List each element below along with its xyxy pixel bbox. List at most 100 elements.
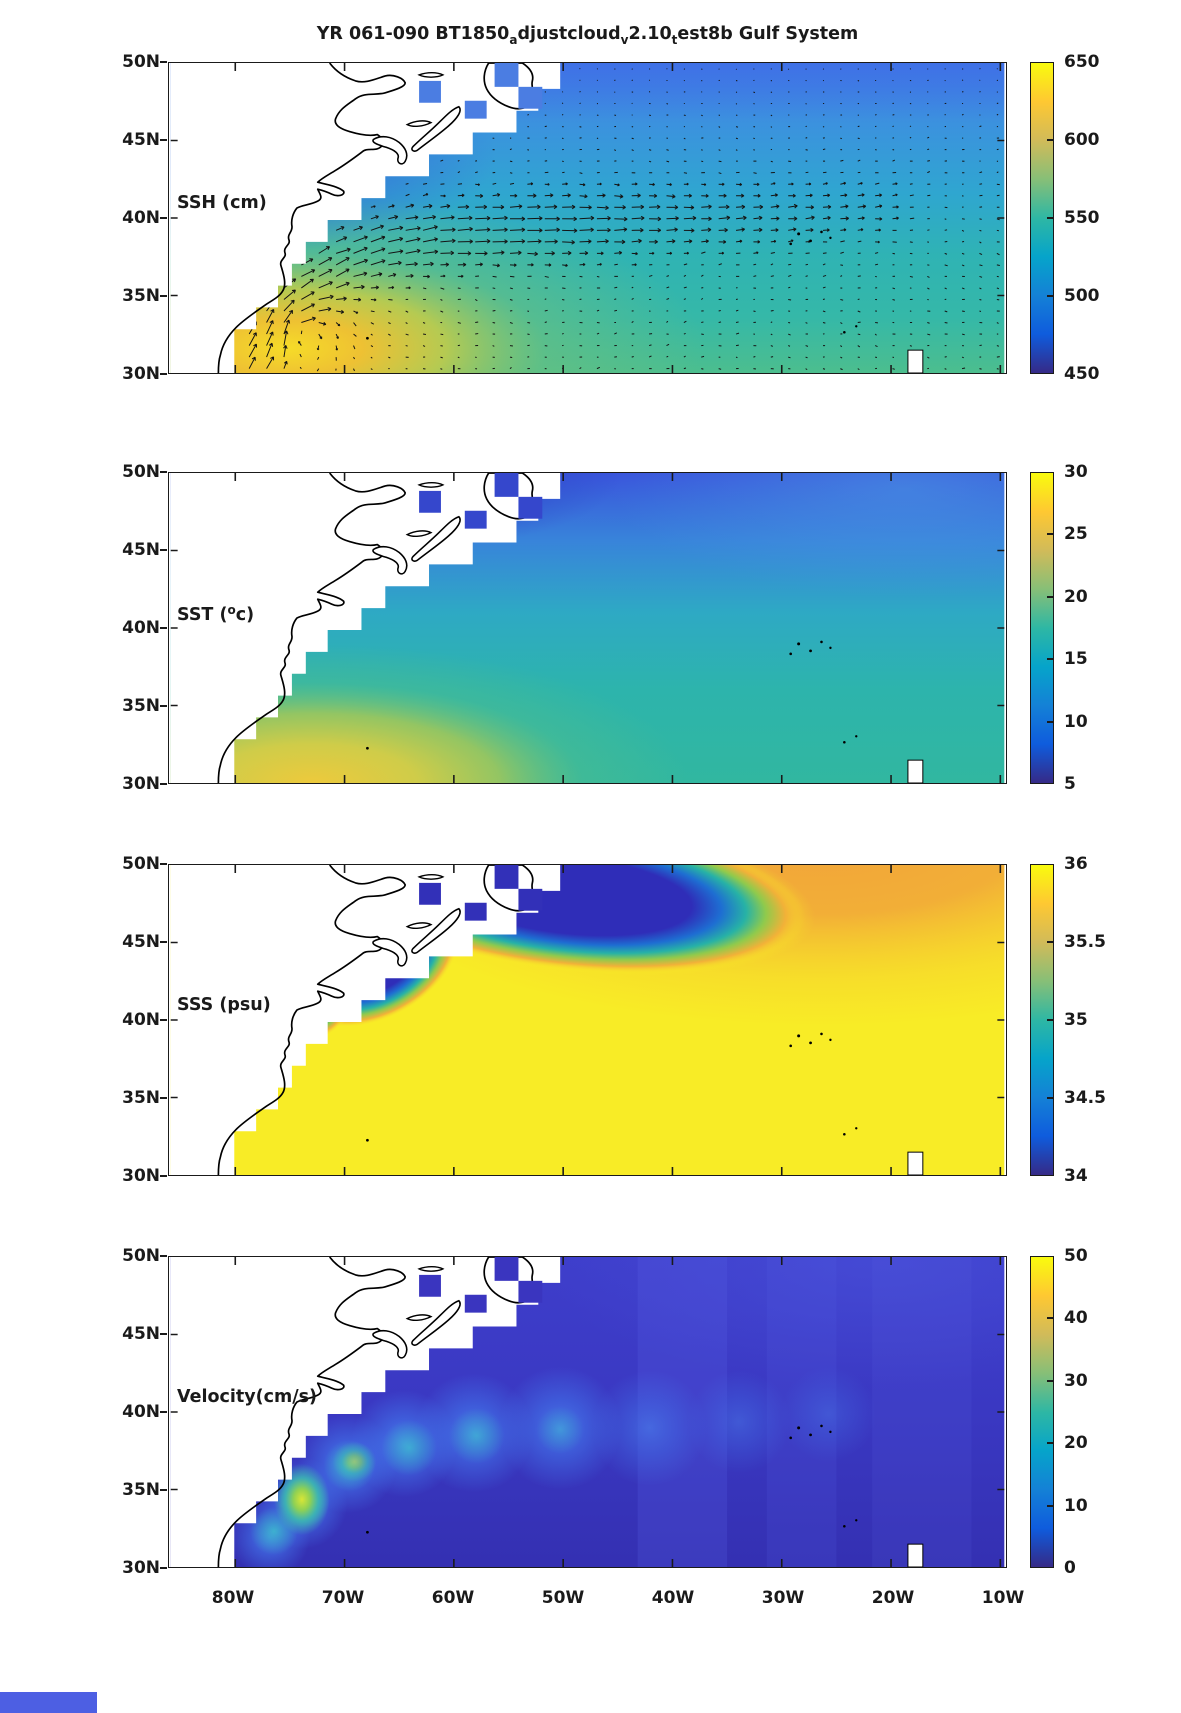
title-segment: 2.10 (628, 24, 672, 44)
lon-tick-label: 60W (431, 1588, 475, 1608)
lat-tick-mark (160, 549, 167, 551)
panel-label-segment: SST ( (177, 605, 228, 625)
lat-tick-mark (160, 471, 167, 473)
lon-tick-label: 10W (981, 1588, 1025, 1608)
colorbar-tick-mark (1047, 1097, 1053, 1099)
lat-tick-label: 50N (122, 854, 160, 874)
lat-tick-label: 40N (122, 208, 160, 228)
colorbar-tick-label: 5 (1064, 774, 1076, 794)
colorbar-tick-label: 500 (1064, 286, 1100, 306)
axis-tick-marks (170, 473, 1005, 783)
colorbar-tick-label: 15 (1064, 649, 1088, 670)
lat-tick-mark (160, 1411, 167, 1413)
colorbar-tick-mark (1047, 658, 1053, 661)
lat-tick-mark (160, 1255, 167, 1257)
colorbar-tick-mark (1047, 295, 1053, 297)
panel-label-velocity: Velocity(cm/s) (177, 1387, 317, 1407)
lat-tick-label: 35N (122, 1088, 160, 1108)
panel-sss: SSS (psu) (168, 864, 1007, 1176)
coastal-mask-cells (419, 63, 543, 119)
lat-tick-mark (160, 217, 167, 219)
panel-sst: SST (oc) (168, 472, 1007, 784)
colorbar-tick-label: 550 (1064, 208, 1100, 228)
colorbar-tick-mark (1047, 217, 1053, 219)
lat-tick-label: 30N (122, 774, 160, 794)
colorbar-tick-label: 34 (1064, 1166, 1088, 1186)
figure-title: YR 061-090 BT1850adjustcloudv2.10test8b … (168, 24, 1007, 47)
lat-tick-label: 35N (122, 696, 160, 716)
title-segment: YR 061-090 BT1850 (316, 24, 510, 44)
colorbar-tick-label: 36 (1064, 854, 1088, 874)
colorbar-tick-label: 450 (1064, 364, 1100, 384)
lat-tick-mark (160, 1175, 167, 1177)
colorbar-tick-mark (1047, 533, 1053, 536)
colorbar-tick-label: 20 (1064, 586, 1088, 607)
lat-tick-mark (160, 705, 167, 707)
lat-tick-mark (160, 1489, 167, 1491)
colorbar-tick-label: 30 (1064, 462, 1088, 482)
coastal-mask-cells (419, 865, 543, 921)
velocity-map (169, 1257, 1005, 1567)
lat-tick-label: 40N (122, 1010, 160, 1030)
lat-tick-label: 45N (122, 932, 160, 952)
coastal-mask-cells (419, 1257, 543, 1313)
lat-tick-label: 30N (122, 1558, 160, 1578)
colorbar-tick-label: 35.5 (1064, 932, 1106, 952)
lat-tick-mark (160, 1097, 167, 1099)
colorbar-tick-label: 40 (1064, 1308, 1088, 1329)
title-segment: v (620, 33, 629, 47)
lat-tick-mark (160, 295, 167, 297)
colorbar-tick-mark (1047, 1019, 1053, 1021)
lon-tick-label: 30W (761, 1588, 805, 1608)
coastal-mask-cells (419, 473, 543, 529)
lat-tick-label: 50N (122, 462, 160, 482)
bottom-left-blue-strip (0, 1692, 97, 1713)
colorbar-tick-mark (1047, 1504, 1053, 1507)
lat-tick-mark (160, 627, 167, 629)
lat-tick-mark (160, 1019, 167, 1021)
colorbar-tick-label: 30 (1064, 1370, 1088, 1391)
sss-colorbar (1030, 864, 1054, 1176)
sst-map (169, 473, 1005, 783)
lon-tick-label: 70W (321, 1588, 365, 1608)
title-segment: a (509, 33, 518, 47)
lat-tick-mark (160, 941, 167, 943)
colorbar-tick-label: 25 (1064, 524, 1088, 545)
axis-tick-marks (170, 63, 1005, 373)
velocity-colorbar (1030, 1256, 1054, 1568)
lat-tick-mark (160, 139, 167, 141)
axis-tick-marks (170, 1257, 1005, 1567)
lon-tick-label: 40W (651, 1588, 695, 1608)
lat-tick-label: 50N (122, 1246, 160, 1266)
lat-tick-mark (160, 863, 167, 865)
lat-tick-mark (160, 1567, 167, 1569)
colorbar-tick-label: 10 (1064, 711, 1088, 732)
colorbar-tick-label: 10 (1064, 1495, 1088, 1516)
colorbar-tick-label: 20 (1064, 1433, 1088, 1454)
panel-label-segment: c) (235, 605, 255, 625)
panel-label-sst: SST (oc) (177, 603, 254, 625)
lat-tick-mark (160, 1333, 167, 1335)
colorbar-tick-label: 650 (1064, 52, 1100, 72)
lat-tick-label: 35N (122, 1480, 160, 1500)
lat-tick-label: 45N (122, 1324, 160, 1344)
colorbar-tick-mark (1047, 595, 1053, 598)
lat-tick-label: 45N (122, 540, 160, 560)
colorbar-tick-label: 35 (1064, 1010, 1088, 1030)
colorbar-tick-label: 0 (1064, 1558, 1076, 1578)
lon-tick-label: 50W (541, 1588, 585, 1608)
colorbar-tick-mark (1047, 139, 1053, 141)
colorbar-tick-mark (1047, 1317, 1053, 1320)
panel-ssh: SSH (cm) (168, 62, 1007, 374)
panel-label-segment: Velocity(cm/s) (177, 1387, 318, 1407)
colorbar-tick-mark (1047, 941, 1053, 943)
colorbar-tick-mark (1047, 1379, 1053, 1382)
lon-tick-label: 80W (211, 1588, 255, 1608)
lat-tick-label: 30N (122, 1166, 160, 1186)
panel-label-segment: SSS (psu) (177, 995, 271, 1015)
lat-tick-label: 50N (122, 52, 160, 72)
title-segment: t (671, 33, 678, 47)
ssh-map (169, 63, 1005, 373)
lat-tick-label: 40N (122, 1402, 160, 1422)
